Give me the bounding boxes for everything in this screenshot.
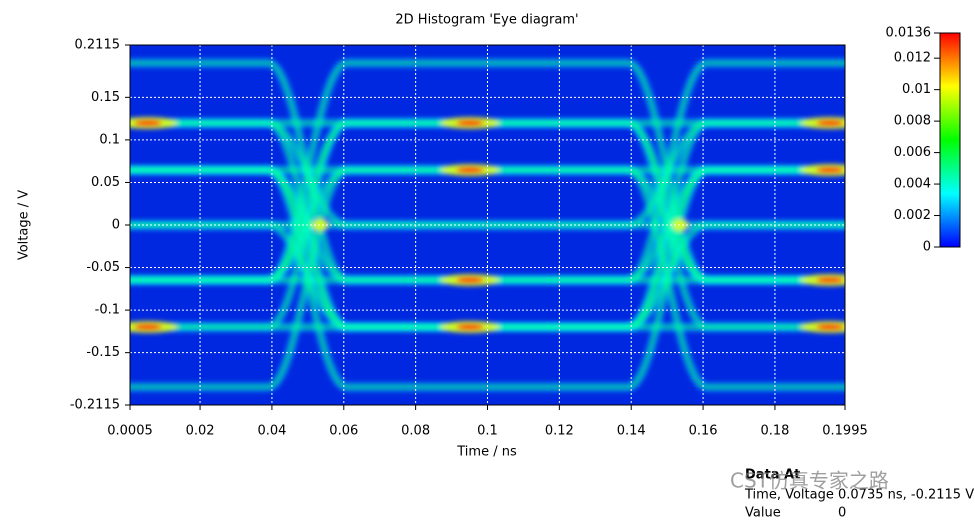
colorbar-tick-label: 0.008 [894,114,931,129]
x-tick-label: 0.08 [401,424,430,439]
hot-spot [816,120,844,126]
x-tick-label: 0.16 [689,424,718,439]
x-tick-label: 0.1 [477,424,498,439]
x-axis-label: Time / ns [456,445,517,460]
hot-spot [456,324,484,330]
x-tick-label: 0.06 [329,424,358,439]
x-tick-label: 0.14 [617,424,646,439]
colorbar-tick-label: 0.006 [894,145,931,160]
hot-spot [456,277,484,283]
readout-title: Data At [745,468,800,483]
colorbar-tick-label: 0.0136 [886,26,932,41]
readout-label: Value [745,506,781,521]
y-tick-label: 0.2115 [75,38,121,53]
hot-spot [816,324,844,330]
colorbar-tick-label: 0.002 [894,208,931,223]
colorbar-tick-label: 0.01 [902,82,931,97]
chart-title: 2D Histogram 'Eye diagram' [395,13,578,28]
colorbar-tick-label: 0 [923,240,931,255]
hot-spot [456,167,484,173]
x-tick-label: 0.02 [186,424,215,439]
readout-value: 0 [838,506,846,521]
y-axis-label: Voltage / V [17,190,32,260]
hot-spot [134,120,162,126]
x-tick-label: 0.04 [257,424,286,439]
y-tick-label: -0.05 [86,260,120,275]
x-tick-label: 0.0005 [107,424,153,439]
y-tick-label: 0 [112,218,120,233]
y-tick-label: -0.2115 [70,398,120,413]
y-tick-label: -0.15 [86,345,120,360]
y-tick-label: 0.05 [91,175,120,190]
y-tick-label: -0.1 [95,303,120,318]
colorbar-tick-label: 0.004 [894,177,931,192]
x-tick-label: 0.12 [545,424,574,439]
x-tick-label: 0.1995 [822,424,868,439]
colorbar [939,32,961,248]
x-tick-label: 0.18 [760,424,789,439]
hot-spot [816,277,844,283]
plot-area [130,45,845,405]
colorbar-tick-label: 0.012 [894,51,931,66]
readout-value: 0.0735 ns, -0.2115 V [838,488,974,503]
hot-spot [456,120,484,126]
readout-label: Time, Voltage [744,488,834,503]
hot-spot [134,324,162,330]
hot-spot [816,167,844,173]
y-tick-label: 0.15 [91,90,120,105]
watermark: CST仿真专家之路 [730,469,889,493]
y-tick-label: 0.1 [99,132,120,147]
